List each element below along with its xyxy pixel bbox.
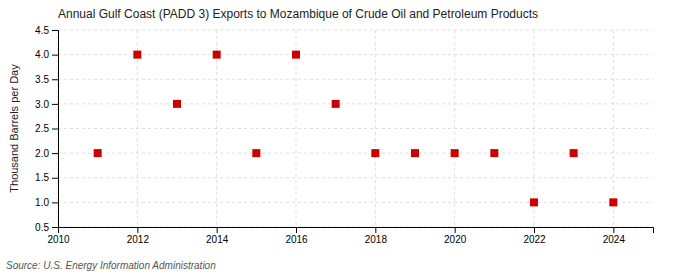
point (490, 149, 498, 157)
tick: 3.5 (35, 74, 58, 85)
tick-label: 1.0 (35, 197, 49, 208)
tick-label: 3.0 (35, 99, 49, 110)
point (570, 149, 578, 157)
point (94, 149, 102, 157)
tick: 1.5 (35, 172, 58, 183)
tick: 1.0 (35, 197, 58, 208)
grid (58, 30, 653, 227)
point (609, 198, 617, 206)
tick: 2.0 (35, 148, 58, 159)
grid-line-y (58, 30, 653, 31)
tick: 4.0 (35, 49, 58, 60)
tick: 2022 (523, 227, 546, 245)
tick-label: 1.5 (35, 172, 49, 183)
grid-line-y (58, 202, 653, 203)
tick-label: 2020 (444, 234, 467, 245)
point (411, 149, 419, 157)
grid-line-y (58, 128, 653, 129)
tick: 0.5 (35, 222, 58, 233)
point (451, 149, 459, 157)
tick-label: 2014 (206, 234, 229, 245)
tick-mark (375, 227, 376, 233)
tick-label: 2012 (127, 234, 150, 245)
grid-line-x (375, 30, 376, 227)
axis-line (59, 228, 654, 234)
tick-mark (137, 227, 138, 233)
point (252, 149, 260, 157)
point (213, 51, 221, 59)
tick: 2014 (206, 227, 229, 245)
point (332, 100, 340, 108)
point (371, 149, 379, 157)
point (173, 100, 181, 108)
tick-mark (52, 178, 58, 179)
tick: 2.5 (35, 123, 58, 134)
chart-svg: 2010 2012 2014 2016 2018 2020 2022 2024 0.5 1.0 1.… (0, 0, 675, 275)
tick-mark (52, 202, 58, 203)
y-axis-title: Thousand Barrels per Day (8, 64, 20, 193)
tick-mark (52, 79, 58, 80)
axis-line (52, 31, 59, 228)
tick: 2024 (603, 227, 626, 245)
tick-mark (52, 55, 58, 56)
tick-label: 4.5 (35, 25, 49, 36)
tick-mark (52, 153, 58, 154)
tick-mark (613, 227, 614, 233)
title: Annual Gulf Coast (PADD 3) Exports to Mo… (58, 7, 538, 21)
tick: 2018 (365, 227, 388, 245)
points (94, 51, 618, 207)
tick-label: 2024 (603, 234, 626, 245)
tick: 2012 (127, 227, 150, 245)
tick: 2010 (47, 227, 70, 245)
grid-line-y (58, 177, 653, 178)
point (292, 51, 300, 59)
grid-line-y (58, 103, 653, 104)
point (530, 198, 538, 206)
tick-mark (52, 104, 58, 105)
tick-label: 0.5 (35, 222, 49, 233)
annotation: Source: U.S. Energy Information Administ… (6, 260, 216, 271)
tick-mark (52, 227, 58, 228)
tick: 2016 (285, 227, 308, 245)
tick-mark (52, 129, 58, 130)
tick-mark (296, 227, 297, 233)
tick-mark (534, 227, 535, 233)
plot: 2010 2012 2014 2016 2018 2020 2022 2024 0.5 1.0 1.… (35, 25, 653, 245)
tick-label: 4.0 (35, 49, 49, 60)
tick-mark (52, 30, 58, 31)
tick-label: 2010 (47, 234, 70, 245)
chart-container: 2010 2012 2014 2016 2018 2020 2022 2024 0.5 1.0 1.… (0, 0, 675, 275)
grid-line-x (296, 30, 297, 227)
grid-line-y (58, 54, 653, 55)
tick: 2020 (444, 227, 467, 245)
tick-label: 2.0 (35, 148, 49, 159)
grid-line-y (58, 153, 653, 154)
tick-label: 2016 (285, 234, 308, 245)
grid-line-y (58, 79, 653, 80)
tick-mark (217, 227, 218, 233)
point (133, 51, 141, 59)
tick-label: 3.5 (35, 74, 49, 85)
tick-label: 2.5 (35, 123, 49, 134)
x-axis: 2010 2012 2014 2016 2018 2020 2022 2024 (47, 227, 653, 245)
tick-mark (455, 227, 456, 233)
tick-label: 2022 (523, 234, 546, 245)
tick: 3.0 (35, 99, 58, 110)
tick-label: 2018 (365, 234, 388, 245)
tick: 4.5 (35, 25, 58, 36)
y-axis: 0.5 1.0 1.5 2.0 2.5 3.0 3.5 4.0 4.5 (35, 25, 58, 233)
